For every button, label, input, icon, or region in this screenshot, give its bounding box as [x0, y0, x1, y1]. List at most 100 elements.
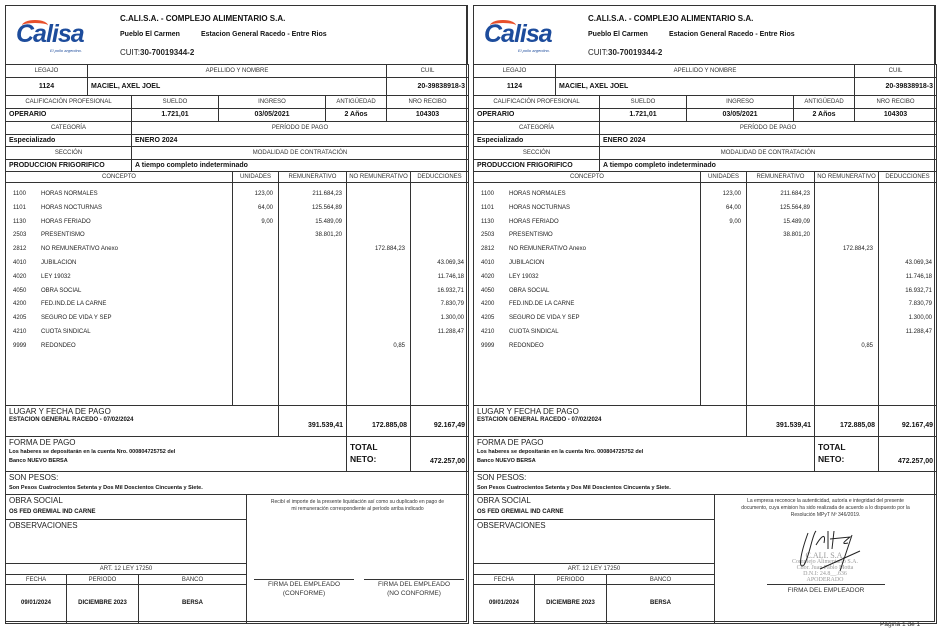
- antiguedad-value: 2 Años: [812, 111, 836, 118]
- item-remunerativo: [282, 326, 342, 338]
- cuil-label: CUIL: [888, 68, 903, 74]
- item-concept: LEY 19032: [509, 273, 539, 280]
- item-deducciones: [882, 216, 932, 228]
- item-remunerativo: 15.489,09: [315, 218, 342, 225]
- item-code: 1101: [13, 204, 26, 211]
- item-code: 4205: [13, 315, 27, 322]
- item-units: [704, 340, 741, 352]
- receipt-text-line2: mi remuneración correspondiente al perío…: [291, 506, 424, 512]
- nro-recibo-label: NRO RECIBO: [876, 99, 915, 105]
- forma-pago-line2: Banco NUEVO BERSA: [9, 458, 68, 464]
- item-code: 4020: [13, 273, 27, 280]
- item-concept: REDONDEO: [41, 342, 76, 349]
- remunerativo-header: REMUNERATIVO: [288, 174, 337, 180]
- son-pesos-label: SON PESOS:: [9, 473, 59, 482]
- item-no-remunerativo: [350, 312, 405, 324]
- sueldo-value: 1.721,01: [161, 111, 189, 118]
- cuit-label: CUIT:: [588, 48, 608, 57]
- item-deducciones: 16.932,71: [437, 287, 464, 294]
- nro-recibo-value: 104303: [883, 111, 908, 118]
- total-rem-cell: 391.539,41: [278, 405, 347, 437]
- antiguedad-value-cell: 2 Años: [325, 108, 387, 122]
- obra-social-value: OS FED GREMIAL IND CARNE: [9, 509, 96, 515]
- total-ded: 92.167,49: [901, 422, 933, 429]
- item-concept: OBRA SOCIAL: [41, 287, 82, 294]
- remunerativo-header: REMUNERATIVO: [756, 174, 805, 180]
- item-units: [704, 298, 741, 310]
- lugar-fecha-value: ESTACION GENERAL RACEDO - 07/02/2024: [477, 417, 602, 423]
- item-deducciones: [882, 243, 932, 255]
- nombre-value-cell: MACIEL, AXEL JOEL: [87, 77, 387, 96]
- item-code: 4200: [13, 301, 27, 308]
- art12-periodo-label: PERIODO: [88, 576, 117, 583]
- signature-employer-label: FIRMA DEL EMPLEADOR: [787, 587, 865, 594]
- item-no-remunerativo: [350, 188, 405, 200]
- total-ded-cell: 92.167,49: [878, 405, 937, 437]
- company-logo: Calisa El pollo argentino.: [484, 18, 564, 54]
- item-code: 1130: [481, 218, 494, 225]
- cuil-value: 20-39838918-3: [417, 82, 466, 90]
- total-ded: 92.167,49: [433, 422, 465, 429]
- nro-recibo-label-cell: NRO RECIBO: [386, 95, 469, 109]
- periodo-pago-label-cell: PERÍODO DE PAGO: [131, 121, 469, 135]
- ingreso-label-cell: INGRESO: [686, 95, 794, 109]
- item-units: 64,00: [725, 204, 741, 211]
- item-deducciones: 11.288,47: [437, 329, 464, 335]
- lugar-fecha-label: LUGAR Y FECHA DE PAGO: [477, 407, 579, 416]
- item-deducciones: [414, 243, 464, 255]
- item-concept: LEY 19032: [41, 273, 71, 280]
- legal-text-1: La empresa reconoce la autenticidad, aut…: [747, 498, 904, 504]
- art12-periodo-cell: DICIEMBRE 2023: [66, 584, 139, 624]
- item-units: [704, 271, 741, 283]
- signature-no-conforme-label: FIRMA DEL EMPLEADO: [378, 581, 450, 588]
- item-remunerativo: [750, 257, 810, 269]
- forma-pago-cell: FORMA DE PAGO Los haberes se depositarán …: [473, 436, 815, 472]
- antiguedad-value-cell: 2 Años: [793, 108, 855, 122]
- total-ded-cell: 92.167,49: [410, 405, 469, 437]
- logo-tagline: El pollo argentino.: [518, 48, 551, 53]
- art12-periodo-value: DICIEMBRE 2023: [78, 600, 127, 606]
- forma-pago-label: FORMA DE PAGO: [9, 438, 76, 447]
- item-concept: JUBILACION: [509, 260, 545, 266]
- item-concept: FED.IND.DE LA CARNE: [41, 301, 107, 308]
- item-remunerativo: [750, 243, 810, 255]
- company-name: C.ALI.S.A. - COMPLEJO ALIMENTARIO S.A.: [120, 14, 286, 23]
- modalidad-label: MODALIDAD DE CONTRATACIÓN: [720, 150, 816, 156]
- modalidad-label: MODALIDAD DE CONTRATACIÓN: [252, 150, 348, 156]
- item-remunerativo: 125.564,89: [311, 204, 342, 211]
- item-remunerativo: [282, 271, 342, 283]
- ingreso-value: 03/05/2021: [722, 111, 758, 118]
- cuil-label-cell: CUIL: [386, 64, 469, 78]
- sueldo-value-cell: 1.721,01: [131, 108, 219, 122]
- item-remunerativo: [282, 243, 342, 255]
- company-address: Estacion General Racedo - Entre Rios: [201, 31, 327, 38]
- nombre-value-cell: MACIEL, AXEL JOEL: [555, 77, 855, 96]
- son-pesos-value: Son Pesos Cuatrocientos Setenta y Dos Mi…: [9, 485, 203, 491]
- header: Calisa El pollo argentino. C.ALI.S.A. - CO…: [5, 5, 468, 65]
- item-no-remunerativo: [818, 271, 873, 283]
- calificacion-value-cell: OPERARIO: [473, 108, 600, 122]
- item-no-remunerativo: [350, 216, 405, 228]
- total-label: TOTAL: [818, 442, 846, 452]
- item-deducciones: 11.746,18: [437, 273, 464, 280]
- forma-pago-line2: Banco NUEVO BERSA: [477, 458, 536, 464]
- ingreso-value: 03/05/2021: [254, 111, 290, 118]
- sueldo-label-cell: SUELDO: [131, 95, 219, 109]
- son-pesos-label: SON PESOS:: [477, 473, 527, 482]
- legajo-label: LEGAJO: [34, 68, 59, 74]
- sueldo-label: SUELDO: [162, 99, 188, 105]
- page-number: Página 1 de 1: [880, 621, 921, 628]
- cuil-label: CUIL: [420, 68, 435, 74]
- item-remunerativo: [282, 312, 342, 324]
- sueldo-label: SUELDO: [630, 99, 656, 105]
- item-remunerativo: 211.684,23: [312, 191, 342, 197]
- modalidad-value: A tiempo completo indeterminado: [135, 161, 248, 169]
- item-code: 4010: [13, 260, 27, 266]
- cuil-value: 20-39838918-3: [885, 82, 934, 90]
- item-no-remunerativo: 172.884,23: [842, 246, 873, 253]
- item-units: [236, 298, 273, 310]
- item-code: 2503: [13, 232, 27, 239]
- item-remunerativo: [282, 298, 342, 310]
- item-code: 4210: [13, 329, 27, 335]
- item-units: [236, 285, 273, 297]
